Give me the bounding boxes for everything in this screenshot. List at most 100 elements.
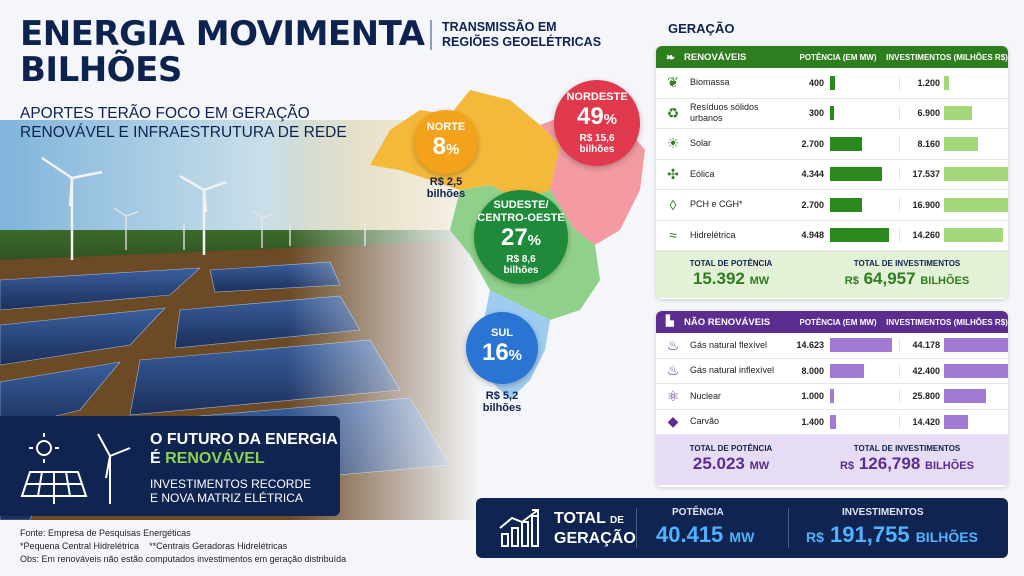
table-row: ❦ Biomassa 400 1.200 [656,68,1008,99]
total-invest-value: R$ 64,957 BILHÕES [844,268,970,288]
nonrenewable-header: ▙ NÃO RENOVÁVEIS POTÊNCIA (EM MW) INVEST… [656,311,1008,333]
power-value-label: 1.000 [801,391,824,402]
table-row: ◆ Carvão 1.400 14.420 [656,410,1008,435]
power-bar-track [830,106,900,121]
page-subtitle: APORTES TERÃO FOCO EM GERAÇÃO RENOVÁVEL … [20,105,347,141]
future-heading: O FUTURO DA ENERGIA É RENOVÁVEL [150,430,340,468]
note-cgh: **Centrais Geradoras Hidrelétricas [149,541,288,551]
region-value-line-1: R$ 15,6 [579,133,615,144]
power-value-label: 1.400 [801,416,824,427]
future-energy-box: O FUTURO DA ENERGIA É RENOVÁVEL INVESTIM… [0,416,340,516]
footnotes: Fonte: Empresa de Pesquisas Energéticas … [20,527,346,566]
separator [636,508,637,548]
invest-bar-track [944,338,1008,353]
power-value-label: 8.000 [801,365,824,376]
grand-total-label: TOTAL DE GERAÇÃO [554,510,636,548]
grand-power-value: 40.415 MW [656,522,755,547]
power-value-label: 2.700 [801,199,824,210]
category-label: Biomassa [690,77,730,88]
region-name-line-2: CENTRO-OESTE [477,211,565,224]
region-value-line-1: R$ 8,6 [506,253,536,265]
invest-bar [944,363,1008,378]
leaf-icon: ❧ [666,51,676,64]
growth-chart-icon [499,509,539,547]
power-bar-track [830,338,900,353]
category-label: Eólica [690,168,715,179]
invest-bar [944,389,987,404]
future-line-4: E NOVA MATRIZ ELÉTRICA [150,491,303,505]
power-value-label: 14.623 [796,340,824,351]
region-name: NORDESTE [566,91,628,103]
renewable-col-power: POTÊNCIA (EM MW) [799,52,877,62]
recycle-icon: ♻ [666,104,680,121]
future-line-3: INVESTIMENTOS RECORDE [150,477,312,491]
total-invest-value: R$ 126,798 BILHÕES [840,454,974,473]
power-bar-track [830,75,900,90]
invest-bar [944,197,1008,212]
value-line-1: R$ 2,5 [429,176,463,188]
water-drop-icon: ◊ [669,196,677,213]
coal-icon: ◆ [667,413,679,430]
value-line-2: bilhões [482,402,522,414]
invest-value-label: 25.800 [912,391,940,402]
category-label: Resíduos sólidos urbanos [690,102,759,124]
table-row: ☀ Solar 2.700 8.160 [656,129,1008,160]
invest-bar-track [944,228,1008,243]
region-percent: 27% [500,223,542,251]
invest-bar [944,414,968,429]
total-invest-label: TOTAL DE INVESTIMENTOS [853,258,961,268]
renewable-total-invest: TOTAL DE INVESTIMENTOS R$ 64,957 BILHÕES [806,259,1008,291]
table-row: ♻ Resíduos sólidos urbanos 300 6.900 [656,99,1008,129]
title-line-2: BILHÕES [20,50,182,90]
invest-bar [944,136,978,151]
abbrev-notes: *Pequena Central Hidrelétrica **Centrais… [20,540,346,553]
renewable-rows: ❦ Biomassa 400 1.200 ♻ Resíduos sólidos urban… [656,68,1008,251]
leaf-icon: ❦ [667,74,679,91]
flame-icon: ♨ [666,336,680,353]
invest-bar [944,338,1008,353]
power-bar-track [830,363,900,378]
atom-icon: ⚛ [666,387,680,404]
invest-value-label: 1.200 [917,77,940,88]
nonrenewable-col-invest: INVESTIMENTOS (MILHÕES R$) [886,317,1008,327]
page-title: ENERGIA MOVIMENTA BILHÕES [20,16,425,90]
region-percent: 8% [432,133,460,160]
source-note: Fonte: Empresa de Pesquisas Energéticas [20,528,191,538]
invest-value-label: 17.537 [912,169,940,180]
power-bar [830,197,863,212]
invest-value-label: 14.420 [912,416,940,427]
grand-label-line-2: GERAÇÃO [554,530,636,547]
region-percent: 49% [576,103,618,130]
sun-icon: ☀ [666,135,680,152]
invest-bar [944,228,1003,243]
obs-note: Obs: Em renováveis não estão computados … [20,554,347,564]
value-line-1: R$ 5,2 [485,390,519,402]
generation-title: GERAÇÃO [668,21,735,36]
invest-value-label: 16.900 [912,199,940,210]
power-value-label: 300 [808,108,824,119]
region-name: SUL [491,327,513,339]
total-power-value: 25.023 MW [692,454,770,473]
power-value-label: 4.948 [801,230,824,241]
grand-label-line-1: TOTAL DE [554,510,624,527]
power-bar [830,167,882,182]
power-bar-track [830,197,900,212]
invest-value-label: 8.160 [917,138,940,149]
table-row: ◊ PCH e CGH* 2.700 16.900 [656,190,1008,221]
power-bar [830,106,834,121]
power-bar [830,389,835,404]
invest-bar-track [944,106,1008,121]
nonrenewable-total-invest: TOTAL DE INVESTIMENTOS R$ 126,798 BILHÕE… [806,444,1008,476]
invest-bar [944,75,949,90]
table-row: ⚛ Nuclear 1.000 25.800 [656,384,1008,410]
nonrenewable-header-label: NÃO RENOVÁVEIS [684,316,771,328]
region-nordeste-bubble: NORDESTE 49% R$ 15,6 bilhões [554,80,640,166]
invest-bar-track [944,75,1008,90]
note-pch: *Pequena Central Hidrelétrica [20,541,140,551]
factory-icon: ▙ [666,315,674,327]
invest-bar-track [944,414,1008,429]
power-bar-track [830,167,900,182]
grand-total-box: TOTAL DE GERAÇÃO POTÊNCIA 40.415 MW INVE… [476,498,1008,558]
category-label: Carvão [690,416,720,427]
